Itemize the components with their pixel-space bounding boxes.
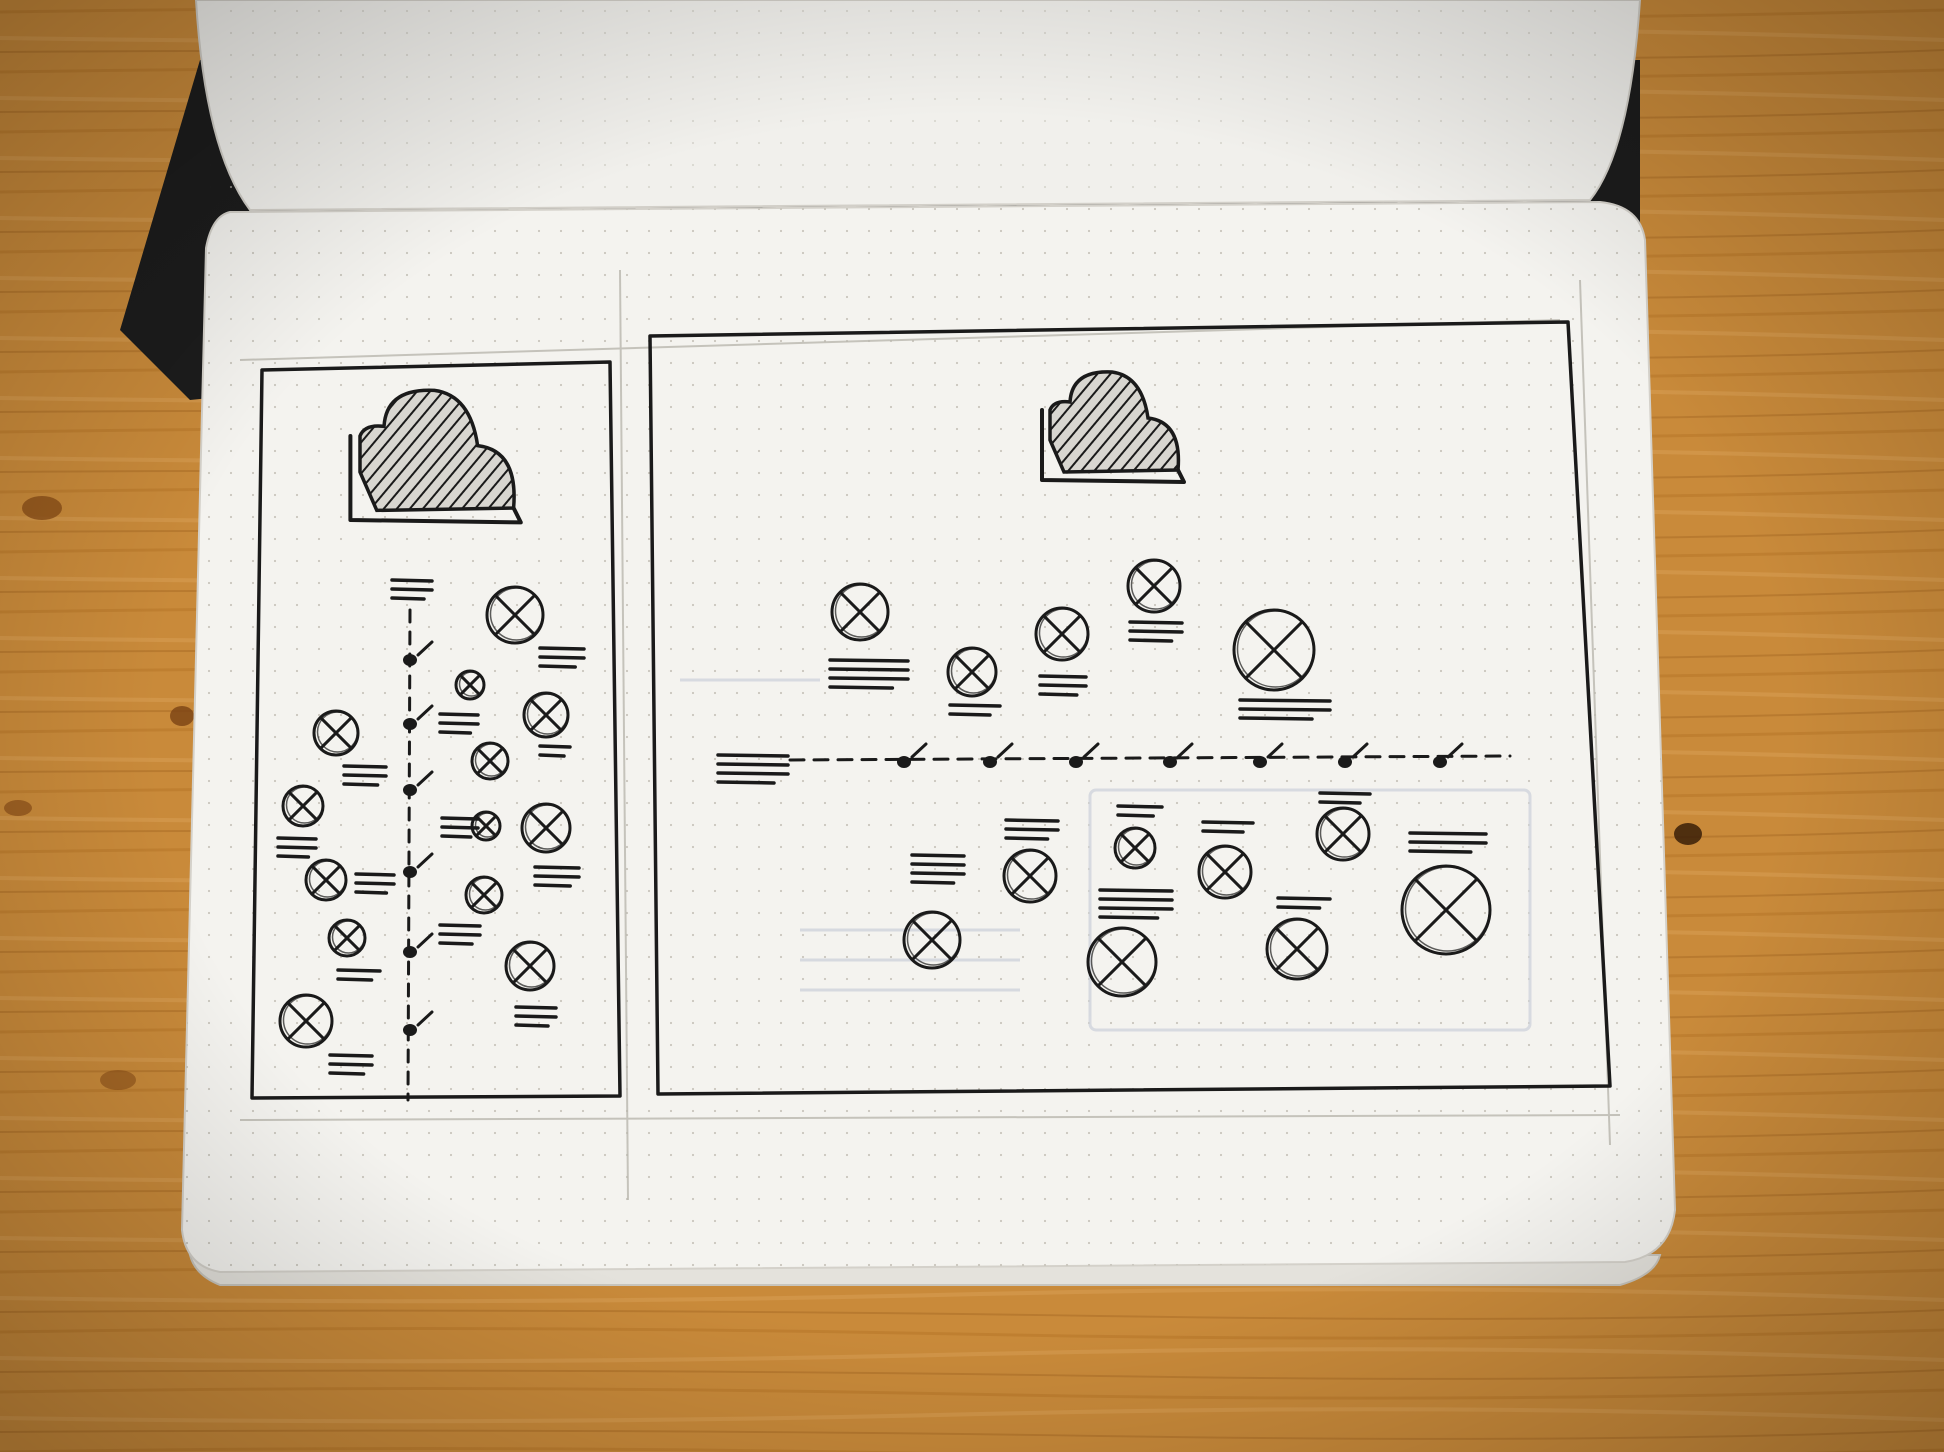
photo-vignette bbox=[0, 0, 1944, 1452]
notebook-photo bbox=[0, 0, 1944, 1452]
